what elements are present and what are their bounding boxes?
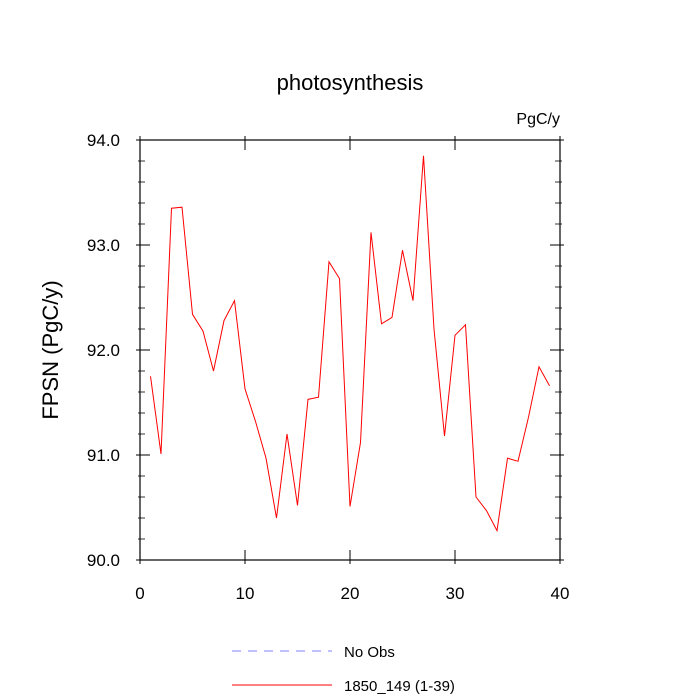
legend-label: No Obs [344,644,395,661]
series-line [151,156,550,531]
x-tick-label: 0 [135,584,144,603]
legend: No Obs 1850_149 (1-39) [232,644,455,695]
x-tick-label: 40 [551,584,570,603]
y-tick-label: 92.0 [87,341,120,360]
axis-tick-labels: 0 10 20 30 40 90.0 91.0 92.0 93.0 94.0 [87,131,570,603]
x-tick-label: 30 [446,584,465,603]
y-axis-label: FPSN (PgC/y) [38,280,63,419]
units-label: PgC/y [516,111,560,128]
chart-title: photosynthesis [277,70,424,95]
legend-label: 1850_149 (1-39) [344,678,455,695]
y-tick-label: 90.0 [87,551,120,570]
y-tick-label: 91.0 [87,446,120,465]
y-tick-label: 93.0 [87,236,120,255]
series-layer [151,156,550,531]
x-tick-label: 20 [341,584,360,603]
y-tick-label: 94.0 [87,131,120,150]
x-tick-label: 10 [236,584,255,603]
